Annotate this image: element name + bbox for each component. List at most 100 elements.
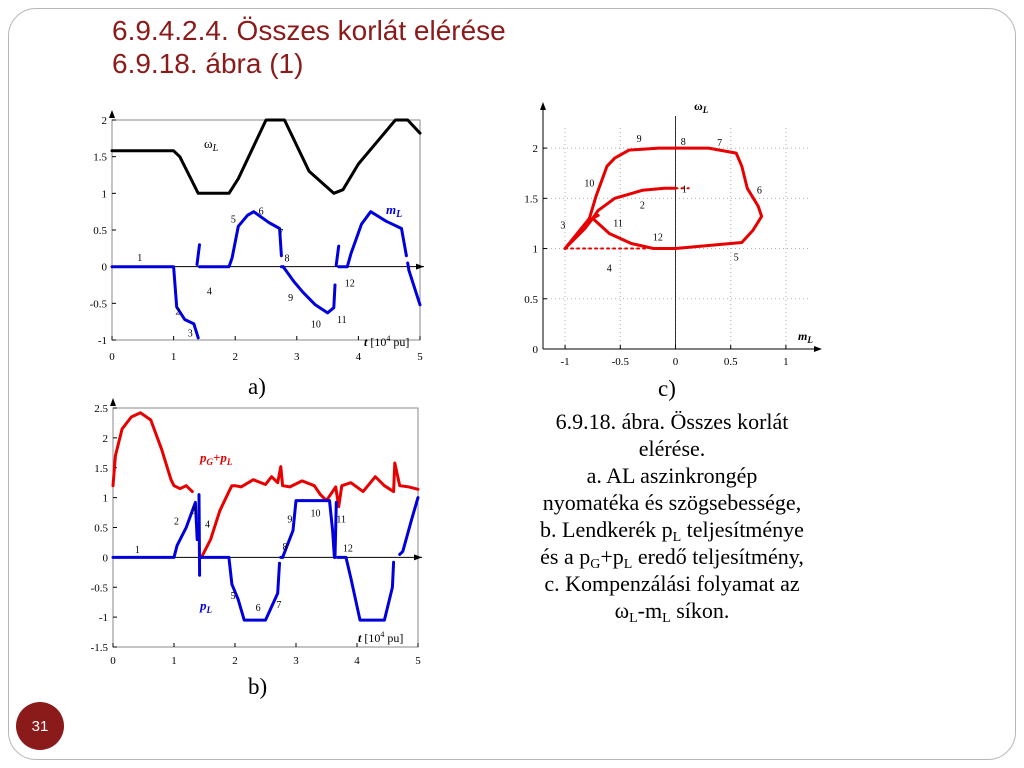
annotation-label: 10 bbox=[311, 509, 321, 520]
series-a-mL-line bbox=[195, 243, 201, 266]
annotation-label: 11 bbox=[336, 515, 346, 526]
annotation-label: 9 bbox=[637, 134, 642, 145]
y-tick-label: 0 bbox=[103, 552, 109, 564]
caption-line-7: c. Kompenzálási folyamat az bbox=[544, 571, 800, 596]
m-l-series-label: mL bbox=[386, 202, 402, 220]
annotation-label: 4 bbox=[207, 287, 212, 298]
annotation-label: 7 bbox=[717, 138, 722, 149]
page-number: 31 bbox=[31, 717, 49, 735]
y-tick-label: 0 bbox=[102, 262, 108, 274]
annotation-label: 10 bbox=[584, 178, 594, 189]
slide-title: 6.9.4.2.4. Összes korlát elérése 6.9.18.… bbox=[112, 14, 506, 80]
y-tick-label: 1.5 bbox=[93, 152, 107, 164]
caption-line-4: nyomatéka és szögsebessége, bbox=[542, 490, 802, 515]
series-c-trajectory-line bbox=[563, 146, 677, 250]
series-a-mL-line bbox=[172, 265, 200, 340]
annotation-label: 5 bbox=[231, 591, 236, 602]
x-tick-label: 0.5 bbox=[724, 356, 738, 368]
annotation-label: 2 bbox=[174, 517, 179, 528]
series-b-pL-line bbox=[281, 499, 336, 559]
x-tick-label: 0 bbox=[673, 356, 679, 368]
series-b-pL-line bbox=[198, 555, 281, 622]
x-tick-label: 1 bbox=[171, 655, 177, 667]
y-tick-label: 2.5 bbox=[94, 403, 108, 415]
x-tick-label: 2 bbox=[232, 655, 238, 667]
title-line-1: 6.9.4.2.4. Összes korlát elérése bbox=[112, 15, 506, 46]
annotation-label: 8 bbox=[681, 137, 686, 148]
annotation-label: 7 bbox=[278, 228, 283, 239]
annotation-label: 5 bbox=[231, 215, 236, 226]
y-tick-label: 2 bbox=[103, 433, 109, 445]
annotation-label: 11 bbox=[613, 218, 623, 229]
y-tick-label: 0 bbox=[533, 344, 539, 356]
zero-line-arrow bbox=[416, 263, 424, 270]
pl-series-label: pL bbox=[199, 598, 213, 615]
x-tick-label: 0 bbox=[109, 351, 115, 363]
annotation-label: 12 bbox=[653, 233, 663, 244]
annotation-label: 8 bbox=[283, 542, 288, 553]
annotation-label: 1 bbox=[137, 253, 142, 264]
series-a-L-line bbox=[110, 118, 422, 195]
annotation-label: 12 bbox=[345, 278, 355, 289]
x-axis-label-a: t [104 pu] bbox=[364, 334, 409, 349]
y-axis-label-c: ωL bbox=[694, 99, 709, 115]
y-tick-label: 0.5 bbox=[93, 225, 107, 237]
x-tick-label: 4 bbox=[354, 655, 360, 667]
x-tick-label: -0.5 bbox=[612, 356, 630, 368]
y-tick-label: -1.5 bbox=[91, 642, 109, 654]
series-c-trajectory-line bbox=[674, 146, 764, 250]
annotation-label: 11 bbox=[337, 315, 347, 326]
annotation-label: 1 bbox=[682, 184, 687, 195]
annotation-label: 9 bbox=[287, 515, 292, 526]
annotation-label: 4 bbox=[607, 264, 612, 275]
series-a-mL-line bbox=[337, 210, 408, 269]
panel-label-b: b) bbox=[248, 674, 268, 699]
y-axis-arrow bbox=[110, 398, 116, 406]
zero-line-arrow bbox=[414, 554, 422, 561]
series-b-pL-line bbox=[172, 500, 199, 559]
annotation-label: 3 bbox=[560, 220, 565, 231]
series-b-pGpL-line bbox=[199, 461, 420, 559]
caption-line-3: a. AL aszinkrongép bbox=[586, 463, 758, 488]
y-tick-label: 1 bbox=[533, 244, 539, 256]
annotation-label: 6 bbox=[256, 603, 261, 614]
x-axis-label-b: t [104 pu] bbox=[358, 630, 403, 645]
annotation-label: 10 bbox=[311, 320, 321, 331]
y-tick-label: 0.5 bbox=[524, 294, 538, 306]
x-axis-arrow bbox=[814, 346, 822, 352]
series-b-pL-line bbox=[333, 500, 338, 559]
page-number-badge: 31 bbox=[16, 702, 64, 750]
y-tick-label: 1.5 bbox=[524, 193, 538, 205]
y-tick-label: -1 bbox=[99, 612, 108, 624]
figure-caption: 6.9.18. ábra. Összes korlát elérése. a. … bbox=[472, 408, 872, 626]
series-b-pGpL-line bbox=[111, 411, 194, 494]
annotation-label: 1 bbox=[135, 545, 140, 556]
annotation-label: 6 bbox=[259, 207, 264, 218]
omega-l-series-label: ωL bbox=[204, 136, 219, 154]
x-tick-label: -1 bbox=[560, 356, 569, 368]
series-a-mL-line bbox=[334, 244, 341, 267]
x-tick-label: 5 bbox=[417, 351, 423, 363]
annotation-label: 2 bbox=[640, 200, 645, 211]
caption-line-6: és a pG+pL eredő teljesítmény, bbox=[540, 544, 804, 572]
annotation-label: 3 bbox=[192, 506, 197, 517]
x-tick-label: 4 bbox=[356, 351, 362, 363]
caption-line-2: elérése. bbox=[638, 436, 706, 461]
annotation-label: 4 bbox=[205, 520, 210, 531]
y-tick-label: 0.5 bbox=[94, 523, 108, 535]
y-axis-arrow bbox=[109, 110, 115, 118]
y-tick-label: 1 bbox=[103, 493, 109, 505]
annotation-label: 9 bbox=[288, 293, 293, 304]
x-tick-label: 0 bbox=[110, 655, 116, 667]
caption-line-1: 6.9.18. ábra. Összes korlát bbox=[555, 409, 789, 434]
series-b-pL-line bbox=[336, 555, 396, 622]
panel-label-c: c) bbox=[658, 376, 676, 401]
caption-line-8: ωL-mL síkon. bbox=[614, 598, 730, 626]
annotation-label: 5 bbox=[734, 253, 739, 264]
x-tick-label: 1 bbox=[171, 351, 177, 363]
x-tick-label: 1 bbox=[783, 356, 789, 368]
panel-label-a: a) bbox=[248, 374, 266, 399]
